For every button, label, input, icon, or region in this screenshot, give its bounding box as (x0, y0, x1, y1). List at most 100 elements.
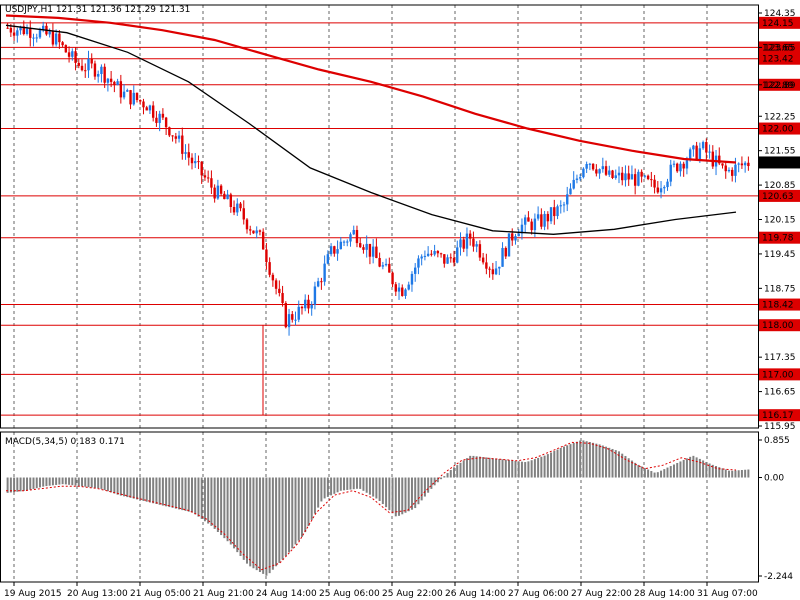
candle-body (25, 28, 29, 35)
candle-body (724, 165, 727, 172)
candle-body (346, 241, 349, 243)
candle-body (297, 306, 300, 320)
candle-body (87, 58, 90, 71)
level-label: 119.78 (762, 234, 794, 244)
macd-axis-label: 0.00 (764, 474, 784, 484)
candle-body (517, 233, 520, 237)
candle-body (261, 231, 265, 250)
candle-body (61, 42, 64, 46)
candle-body (556, 206, 559, 217)
candle-body (35, 37, 38, 39)
candle-body (375, 246, 378, 259)
candle-body (633, 174, 637, 186)
candle-body (287, 314, 291, 328)
current-price-bg (759, 156, 800, 169)
candle-body (168, 127, 171, 136)
candle-body (284, 302, 288, 328)
candle-body (236, 203, 239, 213)
candle-body (731, 169, 734, 176)
level-label: 120.63 (762, 192, 794, 202)
candle-body (80, 65, 84, 71)
candle-body (109, 78, 113, 82)
candle-body (663, 187, 666, 189)
candle-body (197, 161, 200, 163)
candle-body (637, 171, 640, 186)
candle-body (669, 164, 672, 182)
candle-body (617, 172, 621, 176)
candle-body (659, 188, 663, 193)
candle-body (701, 142, 705, 149)
price-axis-label: 118.75 (764, 284, 796, 294)
candle-body (242, 208, 245, 220)
candle-body (650, 179, 653, 181)
candle-body (216, 185, 220, 199)
price-axis-label: 122.25 (764, 112, 796, 122)
candle-body (106, 78, 110, 83)
candle-body (219, 185, 223, 194)
price-axis-label: 117.35 (764, 353, 796, 363)
candle-body (595, 169, 598, 174)
candle-body (397, 287, 401, 292)
candle-body (740, 163, 744, 166)
candle-body (666, 181, 669, 188)
time-axis-label: 20 Aug 13:00 (67, 589, 128, 599)
candle-body (190, 157, 194, 164)
candle-body (54, 33, 58, 45)
candle-body (520, 224, 524, 234)
candle-body (436, 251, 440, 254)
candle-body (126, 90, 129, 92)
candle-body (359, 243, 362, 248)
candle-body (291, 314, 294, 320)
candle-body (643, 175, 647, 177)
candle-body (313, 286, 317, 305)
candle-body (229, 194, 233, 207)
current-price-label: 121.31 (762, 158, 794, 168)
macd-panel-frame (0, 431, 759, 583)
candle-body (384, 263, 388, 266)
candle-body (22, 26, 25, 35)
candle-body (307, 299, 310, 309)
candle-body (77, 62, 80, 66)
level-label-bg (759, 368, 800, 381)
candle-body (549, 207, 553, 222)
time-axis-label: 21 Aug 21:00 (193, 589, 254, 599)
candle-body (268, 262, 271, 275)
candle-body (16, 30, 19, 36)
price-axis-label: 124.35 (764, 9, 796, 19)
candle-body (456, 247, 459, 263)
level-label-bg (759, 16, 800, 29)
candle-body (656, 187, 660, 193)
candle-body (446, 257, 449, 264)
candle-body (404, 289, 407, 296)
candle-body (336, 249, 339, 254)
candle-body (423, 255, 427, 257)
candle-body (705, 142, 708, 153)
candle-body (252, 230, 255, 234)
candle-body (388, 263, 391, 273)
candle-body (523, 217, 527, 225)
level-label-bg (759, 409, 800, 422)
candle-body (559, 205, 562, 207)
level-label: 122.00 (762, 125, 794, 135)
time-axis-label: 24 Aug 14:00 (256, 589, 317, 599)
candle-body (472, 238, 475, 247)
candle-body (232, 206, 236, 213)
main-chart-title: USDJPY,H1 121.31 121.36 121.29 121.31 (5, 5, 190, 15)
candle-body (352, 229, 355, 235)
candle-body (174, 136, 178, 139)
candle-body (226, 194, 229, 200)
level-label: 118.00 (762, 321, 794, 331)
candle-body (113, 81, 116, 86)
price-panel-frame (0, 4, 759, 429)
level-label: 118.42 (762, 301, 794, 311)
candle-body (692, 145, 695, 150)
time-axis-label: 31 Aug 07:00 (697, 589, 758, 599)
candle-body (462, 239, 465, 249)
candle-body (546, 213, 550, 222)
candle-body (378, 258, 381, 267)
candle-body (608, 170, 611, 175)
candle-body (48, 31, 51, 35)
candle-body (139, 100, 142, 102)
